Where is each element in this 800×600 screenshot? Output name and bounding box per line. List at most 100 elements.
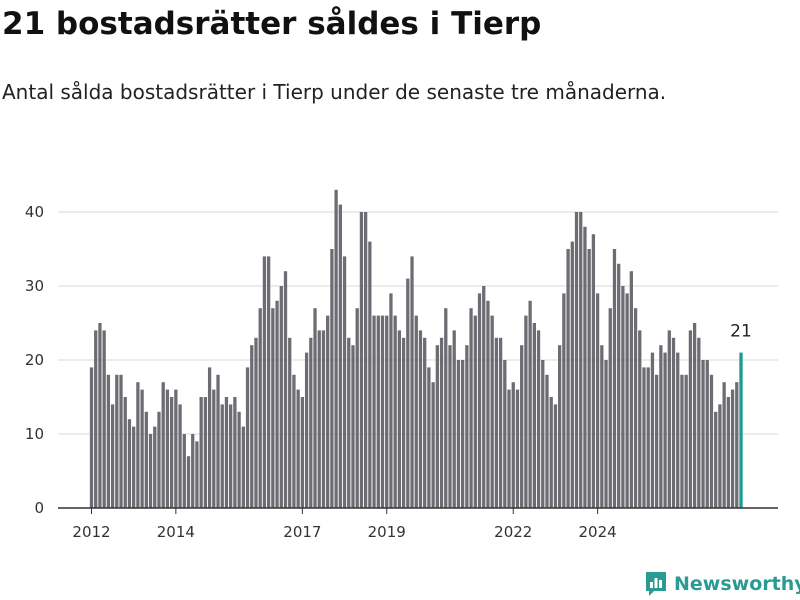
bar	[536, 330, 541, 508]
bar	[258, 308, 262, 508]
bar	[292, 374, 296, 508]
x-tick-label: 2012	[72, 523, 110, 541]
bar	[334, 189, 338, 509]
bar	[595, 293, 600, 508]
bar	[338, 204, 342, 508]
bar	[161, 382, 165, 508]
bar	[186, 456, 191, 508]
bar	[144, 411, 148, 508]
bar	[524, 315, 528, 508]
bar	[659, 345, 663, 508]
bar	[473, 315, 477, 508]
bar	[714, 411, 718, 508]
highlighted-bar	[739, 352, 743, 508]
bar	[566, 249, 570, 508]
bar	[469, 308, 473, 508]
bar	[250, 345, 254, 508]
bar	[414, 315, 418, 508]
bar	[709, 374, 714, 508]
bar	[591, 234, 596, 508]
bar	[347, 337, 351, 508]
bar	[300, 397, 305, 508]
bar	[127, 419, 132, 508]
bar	[562, 293, 566, 508]
bar	[279, 286, 283, 508]
chart-subtitle: Antal sålda bostadsrätter i Tierp under …	[2, 80, 667, 104]
bar	[726, 397, 730, 508]
bar	[583, 226, 587, 509]
bar	[722, 382, 726, 508]
bar	[608, 308, 612, 508]
bar	[625, 293, 629, 508]
bar	[106, 374, 111, 508]
bar	[182, 434, 186, 508]
bar	[397, 330, 402, 508]
bar	[621, 286, 625, 508]
y-tick-label: 10	[25, 425, 44, 443]
bar	[401, 337, 406, 508]
bar	[515, 389, 520, 508]
bar	[663, 352, 667, 508]
bar	[110, 404, 115, 508]
bar	[532, 323, 536, 508]
bar	[380, 315, 385, 508]
bar	[570, 241, 574, 508]
bar	[688, 330, 693, 508]
bar	[224, 397, 229, 508]
bar	[368, 241, 372, 508]
bar	[456, 360, 461, 508]
bar	[503, 360, 507, 508]
bar	[684, 374, 688, 508]
bar	[604, 360, 608, 508]
bar	[123, 397, 127, 508]
bar	[486, 300, 490, 508]
bar	[203, 397, 208, 508]
bar	[507, 389, 511, 508]
bar	[330, 249, 334, 508]
bar	[178, 404, 182, 508]
bar	[140, 389, 144, 508]
newsworthy-logo: Newsworthy	[644, 568, 800, 600]
bar	[245, 367, 250, 508]
bar	[119, 374, 123, 508]
bar	[199, 397, 203, 508]
bar	[102, 330, 106, 508]
bar	[195, 441, 199, 508]
bar	[435, 345, 439, 508]
bar	[309, 337, 313, 508]
bar	[207, 367, 212, 508]
bar	[169, 397, 174, 508]
bar	[718, 404, 722, 508]
bar	[406, 278, 410, 508]
bar	[321, 330, 326, 508]
bar	[646, 367, 650, 508]
bar	[157, 411, 161, 508]
bar	[389, 293, 393, 508]
bar	[680, 374, 684, 508]
bar	[528, 300, 532, 508]
bar	[385, 315, 389, 508]
bar	[642, 367, 646, 508]
y-tick-label: 0	[34, 499, 44, 517]
bar	[465, 345, 469, 508]
bar	[271, 308, 275, 508]
bar	[288, 337, 292, 508]
bar	[241, 426, 245, 508]
y-tick-label: 30	[25, 277, 44, 295]
newsworthy-logo-icon	[646, 572, 666, 596]
bar	[115, 374, 119, 508]
bar	[283, 271, 288, 508]
bar	[545, 374, 549, 508]
bar	[393, 315, 397, 508]
bar	[735, 382, 739, 508]
bar	[427, 367, 431, 508]
bar	[633, 308, 638, 508]
bar	[671, 337, 676, 508]
bar	[212, 389, 216, 508]
bar	[587, 249, 591, 508]
bar	[317, 330, 321, 508]
bar	[342, 256, 347, 508]
bar	[266, 256, 271, 508]
bar	[558, 345, 562, 508]
bar	[191, 434, 195, 508]
